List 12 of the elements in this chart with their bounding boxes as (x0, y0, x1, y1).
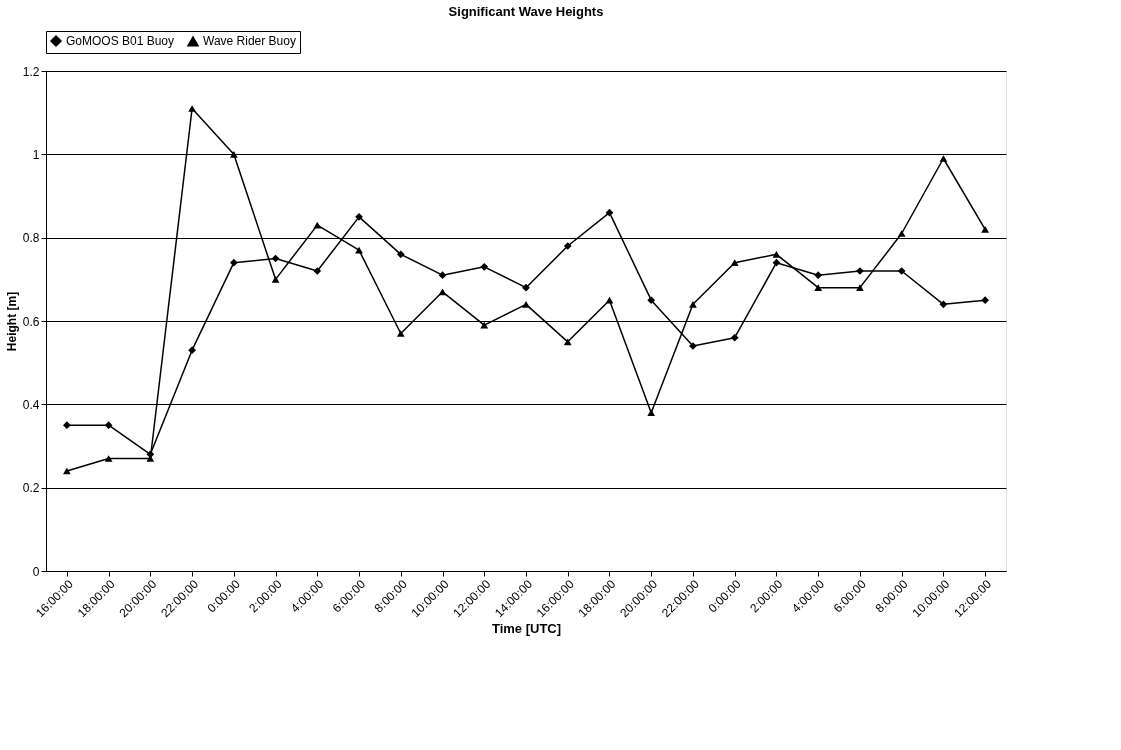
y-tick-label: 0 (32, 564, 40, 579)
x-axis-title: Time [UTC] (491, 621, 562, 637)
y-tick-label: 1.2 (22, 64, 40, 79)
legend-label: GoMOOS B01 Buoy (66, 34, 175, 48)
y-tick-label: 0.2 (22, 481, 40, 496)
y-tick-label: 0.4 (22, 397, 40, 412)
y-tick-label: 0.8 (22, 231, 40, 246)
y-axis-title: Height [m] (4, 291, 19, 352)
chart-title: Significant Wave Heights (448, 3, 604, 19)
y-tick-label: 0.6 (22, 314, 40, 329)
legend-label: Wave Rider Buoy (203, 34, 296, 49)
y-tick-label: 1 (32, 147, 40, 162)
